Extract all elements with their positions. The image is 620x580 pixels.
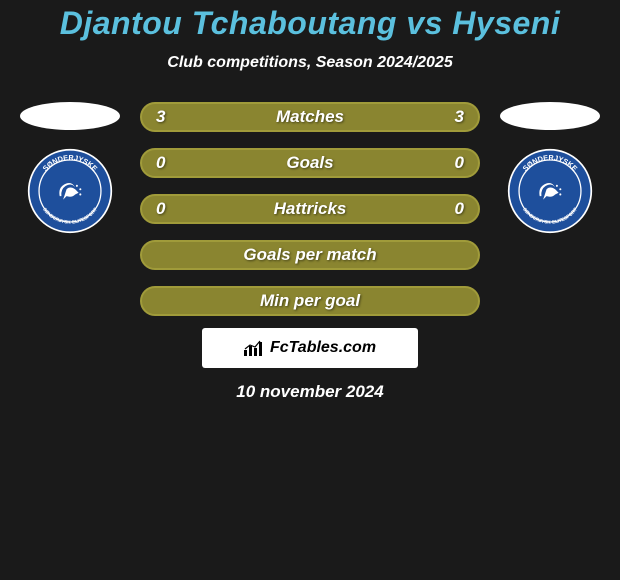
player-right-col: SØNDERJYSKE SØNDERJYSK·ELITESPORT [500,102,600,234]
stat-left-value: 0 [156,153,165,173]
stat-row-matches: 3 Matches 3 [140,102,480,132]
stat-left-value: 0 [156,199,165,219]
player-left-col: SØNDERJYSKE SØNDERJYSK·ELITESPORT [20,102,120,234]
logo-text: FcTables.com [270,339,376,357]
stat-label: Goals [286,153,333,173]
stat-label: Goals per match [243,245,376,265]
page-title: Djantou Tchaboutang vs Hyseni [60,5,560,42]
stat-row-goals: 0 Goals 0 [140,148,480,178]
stat-label: Min per goal [260,291,360,311]
club-badge-right: SØNDERJYSKE SØNDERJYSK·ELITESPORT [507,148,593,234]
club-badge-left: SØNDERJYSKE SØNDERJYSK·ELITESPORT [27,148,113,234]
player-left-avatar [20,102,120,130]
subtitle: Club competitions, Season 2024/2025 [167,54,452,72]
comparison-row: SØNDERJYSKE SØNDERJYSK·ELITESPORT 3 Matc… [0,102,620,316]
stat-right-value: 0 [455,199,464,219]
stat-label: Hattricks [274,199,347,219]
player-right-avatar [500,102,600,130]
stat-right-value: 3 [455,107,464,127]
stats-column: 3 Matches 3 0 Goals 0 0 Hattricks 0 Goal… [140,102,480,316]
stat-row-mpg: Min per goal [140,286,480,316]
stat-row-gpm: Goals per match [140,240,480,270]
date-text: 10 november 2024 [236,382,383,402]
stat-row-hattricks: 0 Hattricks 0 [140,194,480,224]
comparison-widget: Djantou Tchaboutang vs Hyseni Club compe… [0,0,620,580]
stat-label: Matches [276,107,344,127]
stat-right-value: 0 [455,153,464,173]
fctables-logo[interactable]: FcTables.com [202,328,418,368]
stat-left-value: 3 [156,107,165,127]
bar-chart-icon [244,340,264,356]
